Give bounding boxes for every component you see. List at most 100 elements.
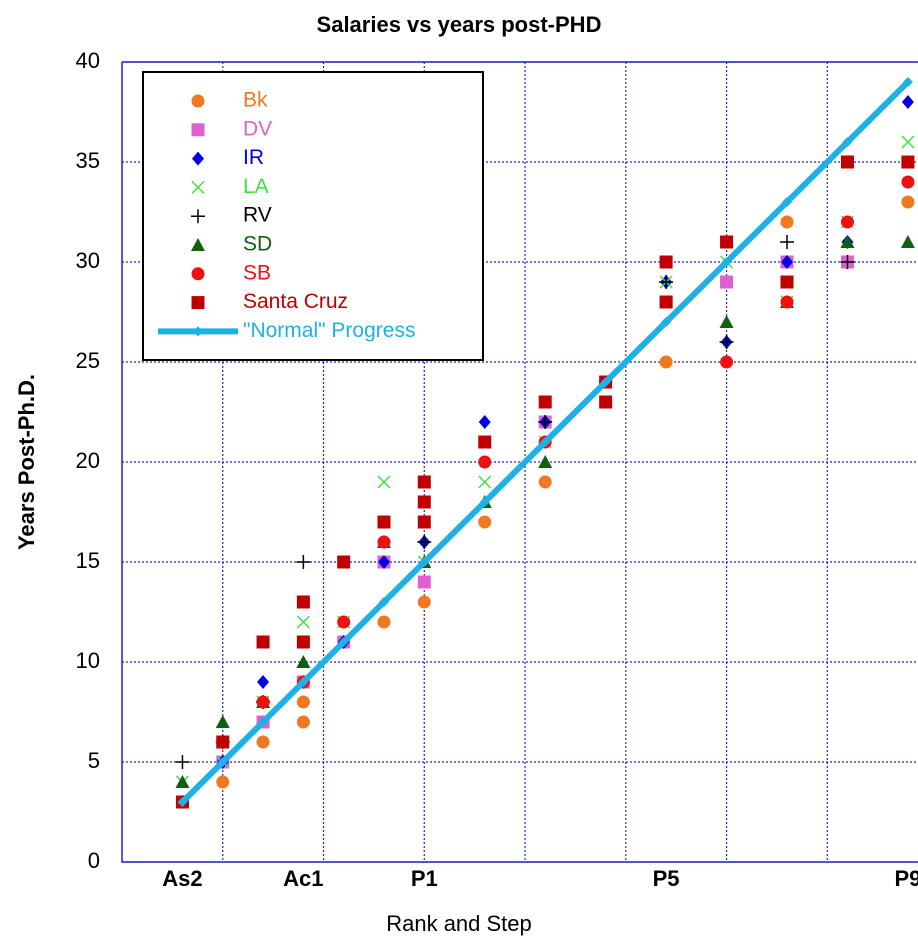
legend-label: RV <box>243 204 272 227</box>
line-vertex <box>419 557 430 567</box>
point <box>840 155 854 169</box>
point <box>296 555 311 569</box>
y-tick-label: 5 <box>88 748 100 773</box>
point <box>417 495 431 509</box>
point <box>296 715 310 729</box>
x-axis-label: Rank and Step <box>386 911 532 936</box>
legend-label: DV <box>243 117 272 140</box>
point <box>719 315 734 328</box>
legend-swatch <box>191 94 205 108</box>
point <box>599 395 613 409</box>
point <box>659 295 673 309</box>
point <box>256 695 270 709</box>
y-tick-label: 25 <box>76 348 100 373</box>
point <box>720 355 734 369</box>
y-tick-label: 20 <box>76 448 100 473</box>
point <box>417 535 432 549</box>
line-vertex <box>258 717 269 727</box>
point <box>175 775 190 788</box>
point <box>337 615 351 629</box>
x-tick-label: As2 <box>162 866 202 891</box>
point <box>296 695 310 709</box>
point <box>377 515 391 529</box>
legend-label: "Normal" Progress <box>243 319 415 342</box>
point <box>417 475 431 489</box>
x-tick-label: Ac1 <box>283 866 323 891</box>
point <box>901 155 915 169</box>
line-vertex <box>540 437 551 447</box>
legend-label: LA <box>243 175 269 198</box>
x-tick-label: P9 <box>894 866 918 891</box>
plot-frame <box>121 61 918 863</box>
point <box>377 615 391 629</box>
point <box>840 215 854 229</box>
point <box>377 475 391 489</box>
point <box>901 195 915 209</box>
point <box>478 455 492 469</box>
point <box>175 755 190 769</box>
legend-swatch <box>191 267 205 281</box>
y-tick-label: 10 <box>76 648 100 673</box>
line-vertex <box>600 377 611 387</box>
line-vertex <box>479 497 490 507</box>
point <box>377 555 390 569</box>
y-tick-label: 15 <box>76 548 100 573</box>
legend-swatch <box>191 238 205 251</box>
point <box>296 615 310 629</box>
point <box>538 455 553 468</box>
point <box>337 555 351 569</box>
x-tick-label: P5 <box>653 866 680 891</box>
point <box>478 515 492 529</box>
point <box>296 655 311 668</box>
x-tick-label: P1 <box>411 866 438 891</box>
y-tick-label: 35 <box>76 148 100 173</box>
y-tick-label: 0 <box>88 848 100 873</box>
line-vertex <box>338 637 349 647</box>
point <box>538 395 552 409</box>
point <box>719 335 734 349</box>
line-vertex <box>217 757 228 767</box>
legend-label: SD <box>243 233 272 256</box>
point <box>659 355 673 369</box>
y-tick-label: 40 <box>76 48 100 73</box>
point <box>781 255 794 269</box>
legend-label: Santa Cruz <box>243 290 348 313</box>
point <box>257 675 270 689</box>
point <box>840 235 855 248</box>
point <box>780 235 795 249</box>
point <box>659 255 673 269</box>
point <box>478 435 492 449</box>
point <box>478 415 491 429</box>
y-axis-label: Years Post-Ph.D. <box>14 374 39 550</box>
point <box>216 735 230 749</box>
point <box>538 475 552 489</box>
point <box>840 255 855 269</box>
point <box>720 275 734 289</box>
point <box>256 635 270 649</box>
point <box>659 275 674 289</box>
point <box>720 235 734 249</box>
point <box>256 735 270 749</box>
chart-title: Salaries vs years post-PHD <box>317 12 602 37</box>
legend-label: SB <box>243 261 271 284</box>
line-vertex <box>378 597 389 607</box>
point <box>296 595 310 609</box>
legend-label: Bk <box>243 89 268 112</box>
legend-swatch <box>191 123 205 137</box>
point <box>780 275 794 289</box>
line-vertex <box>842 137 853 147</box>
point <box>478 475 492 489</box>
point <box>216 775 230 789</box>
line-vertex <box>782 197 793 207</box>
line-vertex <box>298 677 309 687</box>
line-vertex <box>902 77 913 87</box>
legend-swatch <box>191 209 205 224</box>
line-vertex <box>721 257 732 267</box>
point <box>780 215 794 229</box>
y-tick-label: 30 <box>76 248 100 273</box>
point <box>900 235 915 248</box>
legend-swatch <box>191 296 205 310</box>
point <box>296 635 310 649</box>
point <box>215 715 230 728</box>
